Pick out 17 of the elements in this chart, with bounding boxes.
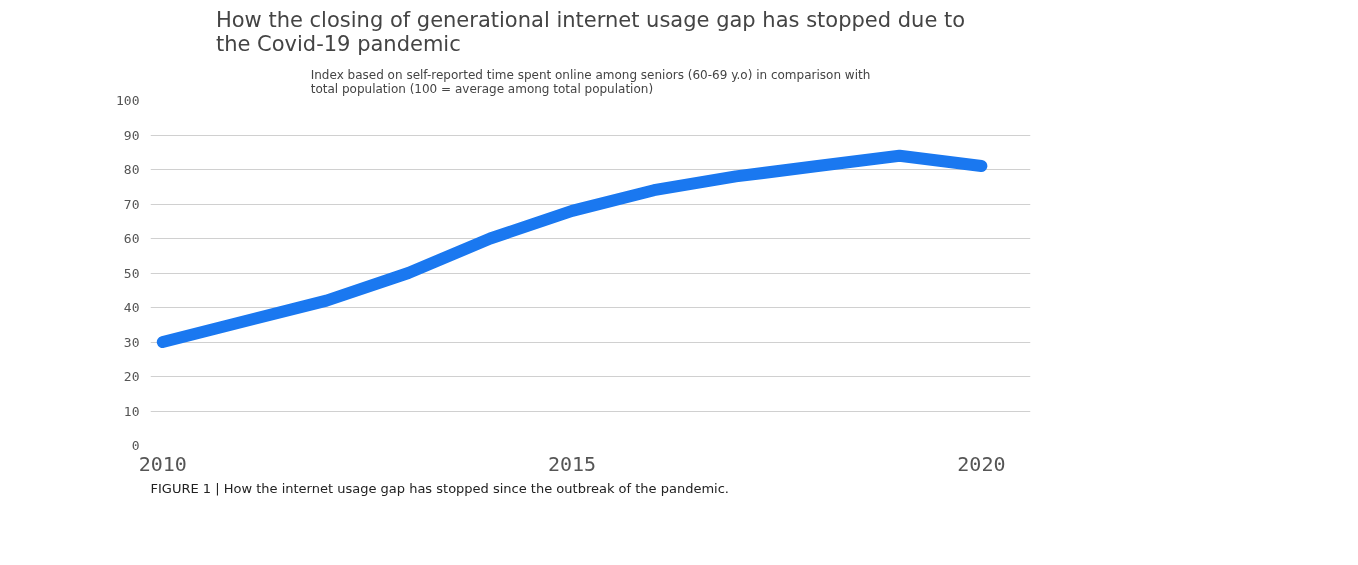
- chart-title: How the closing of generational internet usage gap has stopped due to the Covid-19 pandemic: [215, 7, 966, 56]
- y-tick-label: 50: [123, 265, 140, 281]
- y-tick-label: 100: [116, 93, 140, 108]
- y-tick-label: 30: [123, 334, 140, 350]
- x-tick-label: 2015: [548, 451, 597, 476]
- y-tick-label: 0: [131, 438, 140, 453]
- y-tick-label: 90: [123, 127, 140, 143]
- y-tick-label: 60: [123, 231, 140, 246]
- y-tick-label: 10: [123, 403, 140, 419]
- y-tick-label: 20: [123, 369, 140, 384]
- chart-subtitle: Index based on self-reported time spent online among seniors (60-69 y.o) in comparison with total population (100 = average among total population): [310, 67, 871, 96]
- x-tick-label: 2010: [138, 451, 187, 476]
- y-tick-label: 40: [123, 300, 140, 315]
- y-tick-label: 70: [123, 196, 140, 212]
- x-tick-label: 2020: [957, 451, 1006, 476]
- caption: FIGURE 1 | How the internet usage gap has stopped since the outbreak of the pandemic.: [150, 480, 729, 496]
- y-tick-label: 80: [123, 162, 140, 177]
